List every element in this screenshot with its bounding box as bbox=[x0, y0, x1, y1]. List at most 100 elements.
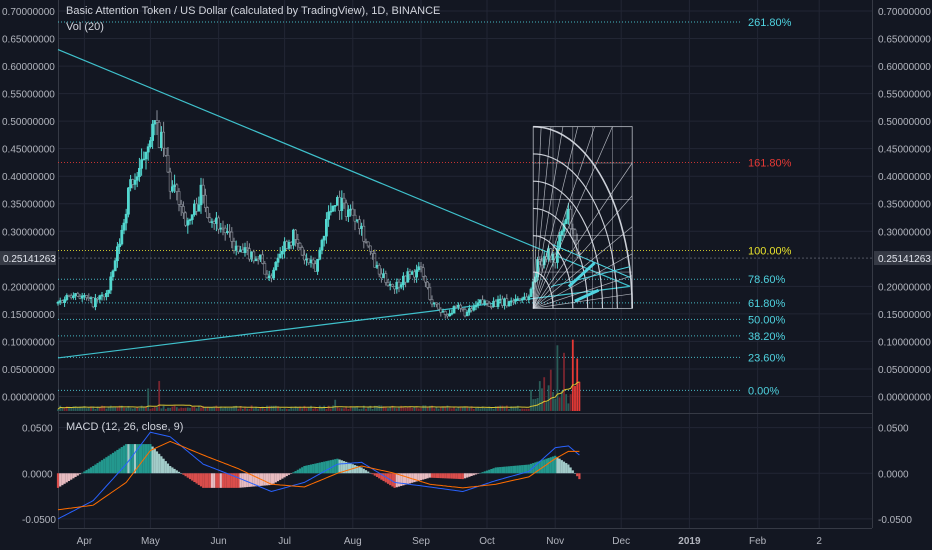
candle-body bbox=[287, 242, 291, 249]
volume-bar bbox=[79, 406, 81, 411]
volume-bar bbox=[565, 394, 568, 411]
fan-ray bbox=[532, 195, 633, 309]
macd-histogram-bar bbox=[446, 473, 449, 479]
macd-histogram-bar bbox=[380, 473, 383, 480]
candle-body bbox=[395, 281, 399, 290]
candle-body bbox=[331, 205, 335, 212]
macd-histogram-bar bbox=[100, 460, 104, 474]
macd-histogram-bar bbox=[56, 473, 60, 488]
candle-body bbox=[536, 259, 540, 278]
candle-body bbox=[193, 203, 196, 215]
volume-bar bbox=[129, 407, 132, 411]
candle-body bbox=[476, 302, 480, 306]
macd-histogram-bar bbox=[285, 473, 288, 477]
fib-retracement[interactable]: 261.80% 161.80% 100.00% 78.60% 61.80% 50.00% 3… bbox=[58, 17, 792, 397]
volume-bar bbox=[197, 405, 200, 411]
volume-bar bbox=[415, 407, 418, 411]
macd-histogram-bar bbox=[560, 460, 563, 474]
macd-histogram-bar bbox=[276, 473, 280, 482]
macd-histogram-bar bbox=[230, 473, 233, 488]
volume-bar bbox=[246, 408, 249, 411]
candle-body bbox=[107, 289, 111, 294]
volume-bar bbox=[169, 407, 172, 411]
gann-fan-drawing[interactable] bbox=[532, 125, 633, 309]
candle-body bbox=[120, 229, 124, 245]
volume-bar bbox=[433, 408, 436, 411]
candle-body bbox=[412, 271, 416, 278]
macd-histogram-bar bbox=[419, 473, 423, 481]
volume-bar bbox=[85, 408, 88, 411]
candle-body bbox=[410, 271, 414, 275]
fan-ray bbox=[533, 253, 633, 309]
volume-bar bbox=[354, 406, 356, 411]
candle-body bbox=[379, 273, 383, 279]
macd-histogram-bar bbox=[254, 473, 258, 487]
volume-indicator-label[interactable]: Vol (20) bbox=[66, 21, 104, 33]
candle-body bbox=[179, 204, 183, 207]
macd-histogram-bar bbox=[437, 473, 440, 479]
macd-histogram-bar bbox=[232, 473, 236, 488]
macd-histogram-bar bbox=[391, 473, 394, 487]
volume-bar bbox=[182, 408, 185, 411]
candle-body bbox=[226, 231, 229, 233]
fan-ray-cyan bbox=[552, 244, 631, 278]
macd-histogram-bar bbox=[98, 461, 101, 474]
volume-bar bbox=[120, 405, 123, 411]
current-price-tag-right-bg bbox=[874, 251, 932, 266]
macd-histogram-bar bbox=[327, 460, 330, 474]
fan-highlight-ray bbox=[567, 261, 596, 288]
macd-histogram-bar bbox=[248, 473, 251, 487]
volume-bar bbox=[230, 407, 233, 411]
candle-body bbox=[142, 158, 146, 161]
macd-histogram-bar bbox=[151, 446, 154, 474]
macd-indicator-label[interactable]: MACD (12, 26, close, 9) bbox=[66, 421, 184, 433]
macd-pane bbox=[56, 431, 581, 520]
volume-bar bbox=[72, 406, 75, 411]
volume-bar bbox=[233, 406, 235, 411]
volume-bar bbox=[464, 407, 466, 411]
macd-histogram-bar bbox=[430, 473, 434, 478]
volume-bar bbox=[312, 408, 315, 411]
time-tick-label: Dec bbox=[612, 536, 630, 547]
volume-bar bbox=[244, 407, 246, 411]
right-price-tick-label: 0.50000000 bbox=[878, 117, 931, 128]
candle-body bbox=[129, 179, 133, 189]
volume-bar bbox=[145, 406, 147, 411]
volume-bar bbox=[173, 405, 176, 411]
candle-body bbox=[113, 260, 117, 272]
candle-body bbox=[105, 292, 108, 298]
right-price-tick-label: 0.00000000 bbox=[878, 392, 931, 403]
candle-body bbox=[280, 250, 284, 255]
macd-histogram-bar bbox=[76, 473, 79, 476]
fan-ray bbox=[532, 126, 579, 309]
macd-histogram-bar bbox=[477, 473, 480, 474]
time-tick-label: Jun bbox=[211, 536, 227, 547]
right-price-tick-label: 0.20000000 bbox=[878, 282, 931, 293]
macd-histogram-bar bbox=[501, 466, 504, 474]
volume-bar bbox=[255, 406, 257, 411]
macd-histogram-bar bbox=[424, 473, 427, 479]
candle-body bbox=[60, 300, 64, 303]
volume-bar bbox=[217, 407, 220, 411]
volume-bar bbox=[486, 408, 488, 411]
macd-histogram-bar bbox=[518, 465, 522, 474]
volume-bar bbox=[318, 405, 321, 411]
fan-arc bbox=[533, 125, 633, 309]
macd-histogram-bar bbox=[81, 472, 84, 474]
macd-histogram-bar bbox=[182, 473, 185, 475]
volume-bar bbox=[87, 407, 90, 411]
macd-histogram-bar bbox=[63, 473, 66, 484]
volume-bar bbox=[567, 403, 570, 411]
candle-body bbox=[439, 308, 443, 313]
candle-body bbox=[349, 208, 353, 211]
volume-bar bbox=[323, 405, 326, 411]
macd-histogram-bar bbox=[215, 473, 218, 488]
candle-body bbox=[157, 122, 161, 148]
volume-bar bbox=[248, 408, 251, 411]
candle-body bbox=[195, 203, 199, 212]
candle-body bbox=[307, 258, 311, 264]
candle-body bbox=[217, 217, 221, 230]
macd-histogram-bar bbox=[503, 466, 506, 474]
fan-ray bbox=[532, 126, 564, 309]
